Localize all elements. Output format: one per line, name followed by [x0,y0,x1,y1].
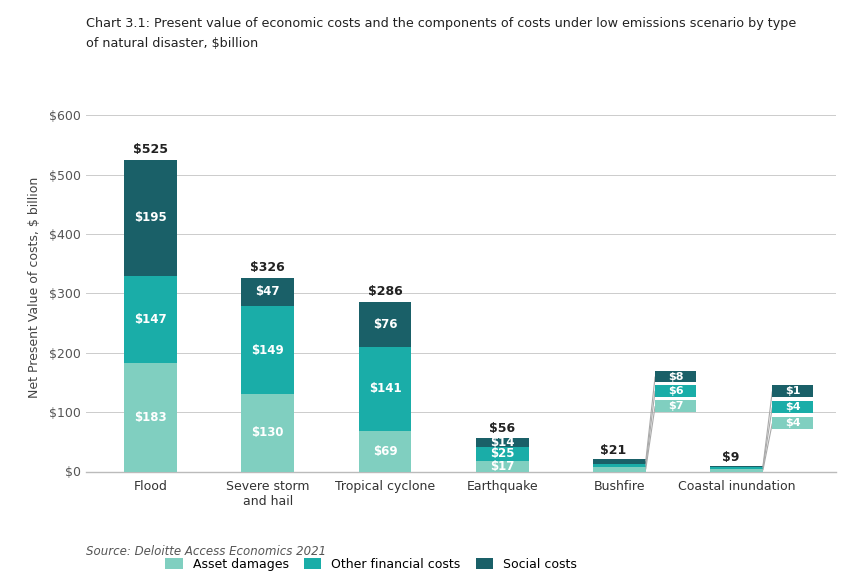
Text: $195: $195 [134,211,167,224]
Bar [475,461,528,472]
Text: $25: $25 [489,447,514,461]
Text: $56: $56 [488,421,515,435]
Text: $8: $8 [667,371,683,382]
Bar [771,385,812,397]
Y-axis label: Net Present Value of costs, $ billion: Net Present Value of costs, $ billion [28,177,41,398]
Text: $6: $6 [667,386,683,396]
Bar [358,431,411,472]
Text: $1: $1 [784,386,800,396]
Text: Source: Deloitte Access Economics 2021: Source: Deloitte Access Economics 2021 [86,545,326,558]
Bar [241,306,294,394]
Bar [771,417,812,430]
Bar [771,401,812,413]
Text: $149: $149 [251,344,284,356]
Bar [654,385,696,397]
Text: $4: $4 [784,402,800,412]
Text: Chart 3.1: Present value of economic costs and the components of costs under low: Chart 3.1: Present value of economic cos… [86,17,796,30]
Bar [124,275,177,363]
Bar [592,459,645,464]
Legend: Asset damages, Other financial costs, Social costs: Asset damages, Other financial costs, So… [160,553,581,575]
Text: $47: $47 [255,285,280,298]
Text: $69: $69 [372,444,397,458]
Bar [654,400,696,412]
Bar [358,302,411,347]
Bar [592,464,645,467]
Bar [124,363,177,471]
Bar [124,160,177,275]
Text: $525: $525 [133,143,168,156]
Text: $130: $130 [251,427,284,439]
Bar [592,467,645,471]
Bar [358,347,411,431]
Bar [241,278,294,306]
Bar [241,394,294,472]
Text: $9: $9 [722,451,739,464]
Text: $4: $4 [784,419,800,428]
Text: $17: $17 [489,460,514,473]
Text: of natural disaster, $billion: of natural disaster, $billion [86,37,258,51]
Text: $286: $286 [367,285,402,298]
Text: $14: $14 [489,436,514,449]
Bar [475,438,528,447]
Bar [475,447,528,461]
Text: $326: $326 [251,262,285,274]
Text: $76: $76 [372,318,397,331]
Text: $21: $21 [599,444,626,457]
Text: $183: $183 [134,411,167,424]
Text: $7: $7 [667,401,683,411]
Bar [654,371,696,382]
Bar [709,469,762,472]
Bar [709,467,762,469]
Text: $141: $141 [369,382,401,395]
Text: $147: $147 [134,313,167,326]
Bar [709,466,762,467]
